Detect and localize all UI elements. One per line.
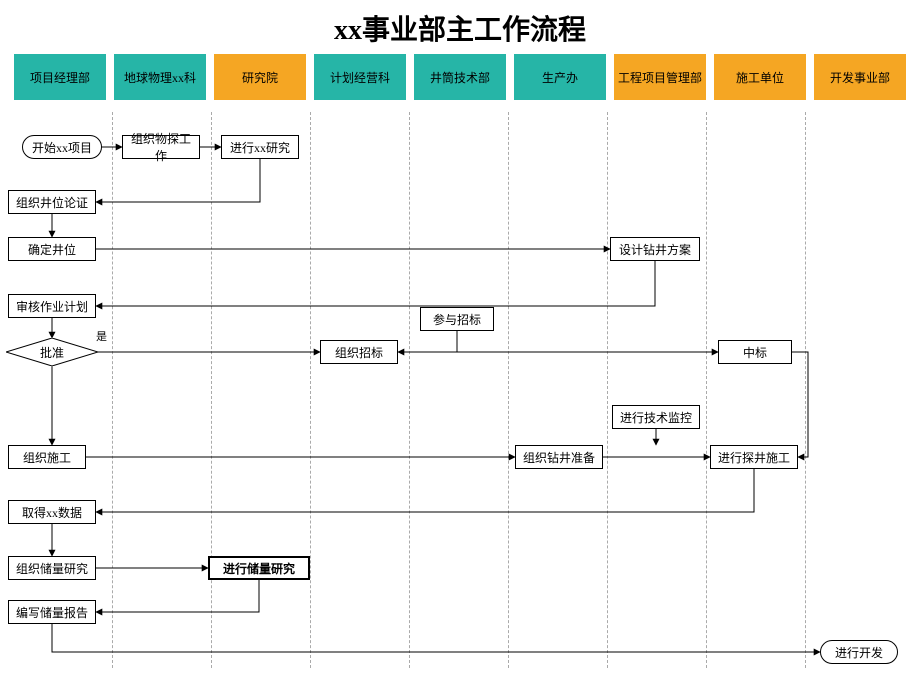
node-n_zuzhibiao: 组织招标 xyxy=(320,340,398,364)
edge xyxy=(52,624,820,652)
edge xyxy=(96,261,655,306)
lane-header-5: 生产办 xyxy=(514,54,606,100)
node-n_wutan: 组织物探工作 xyxy=(122,135,200,159)
terminator-start: 开始xx项目 xyxy=(22,135,102,159)
edge xyxy=(96,469,754,512)
node-n_zhongbiao: 中标 xyxy=(718,340,792,364)
node-n_jingwei: 组织井位论证 xyxy=(8,190,96,214)
node-n_qude: 取得xx数据 xyxy=(8,500,96,524)
lane-separator xyxy=(310,112,311,668)
lane-headers: 项目经理部地球物理xx科研究院计划经营科井筒技术部生产办工程项目管理部施工单位开… xyxy=(0,54,920,100)
lane-header-8: 开发事业部 xyxy=(814,54,906,100)
node-n_jishu: 进行技术监控 xyxy=(612,405,700,429)
node-n_research: 进行xx研究 xyxy=(221,135,299,159)
edge xyxy=(398,331,457,352)
page-title: xx事业部主工作流程 xyxy=(0,0,920,54)
node-n_canyu: 参与招标 xyxy=(420,307,494,331)
edge-label: 是 xyxy=(96,328,107,344)
lane-separator xyxy=(508,112,509,668)
lane-header-7: 施工单位 xyxy=(714,54,806,100)
node-n_tansg: 进行探井施工 xyxy=(710,445,798,469)
lane-separator xyxy=(112,112,113,668)
lane-header-0: 项目经理部 xyxy=(14,54,106,100)
terminator-end: 进行开发 xyxy=(820,640,898,664)
decision-decision: 批准 xyxy=(6,338,98,366)
lane-header-2: 研究院 xyxy=(214,54,306,100)
lane-separator xyxy=(607,112,608,668)
lane-header-6: 工程项目管理部 xyxy=(614,54,706,100)
edge xyxy=(96,159,260,202)
node-n_zuanjing: 组织钻井准备 xyxy=(515,445,603,469)
node-n_zuzhisg: 组织施工 xyxy=(8,445,86,469)
node-n_queding: 确定井位 xyxy=(8,237,96,261)
lane-separator xyxy=(706,112,707,668)
node-n_jinxingcl: 进行储量研究 xyxy=(208,556,310,580)
lane-header-4: 井筒技术部 xyxy=(414,54,506,100)
lane-separator xyxy=(409,112,410,668)
lane-header-3: 计划经营科 xyxy=(314,54,406,100)
node-n_bianxie: 编写储量报告 xyxy=(8,600,96,624)
lane-separator xyxy=(805,112,806,668)
node-n_sheji: 设计钻井方案 xyxy=(610,237,700,261)
node-n_shenhe: 审核作业计划 xyxy=(8,294,96,318)
lane-header-1: 地球物理xx科 xyxy=(114,54,206,100)
lane-separator xyxy=(211,112,212,668)
node-n_chuliang: 组织储量研究 xyxy=(8,556,96,580)
edge xyxy=(96,580,259,612)
